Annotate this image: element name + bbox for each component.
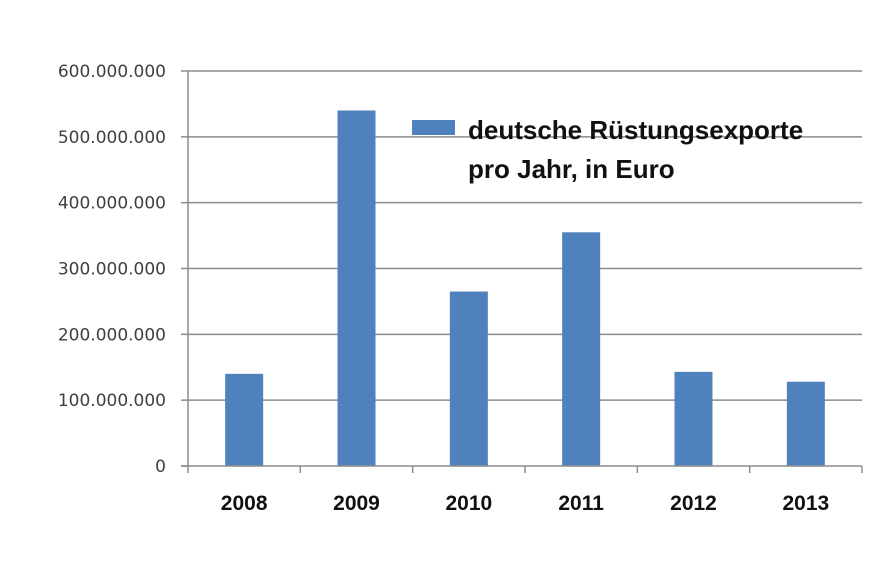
x-tick-label: 2008 (221, 492, 268, 515)
y-tick-label: 600.000.000 (58, 62, 166, 82)
x-tick-label: 2009 (333, 492, 380, 515)
bar-2010 (449, 291, 488, 466)
y-tick-label: 200.000.000 (58, 325, 166, 345)
bar-2008 (225, 373, 264, 466)
bar-2013 (786, 381, 825, 466)
y-tick-label: 400.000.000 (58, 194, 166, 214)
bars (225, 110, 825, 466)
y-axis: 0 100.000.000 200.000.000 300.000.000 400.00… (58, 62, 189, 477)
x-tick-label: 2010 (445, 492, 492, 515)
bar-2011 (562, 232, 601, 466)
y-tick-label: 100.000.000 (58, 391, 166, 411)
legend-label-line-2: pro Jahr, in Euro (468, 154, 675, 184)
y-tick-label: 300.000.000 (58, 260, 166, 280)
bar-2012 (674, 371, 713, 466)
x-tick-label: 2012 (670, 492, 717, 515)
x-axis: 2008 2009 2010 2011 2012 2013 (181, 465, 863, 515)
legend-label-line-1: deutsche Rüstungsexporte (468, 115, 803, 145)
legend-swatch (412, 120, 455, 135)
gridlines (188, 70, 862, 401)
y-tick-label: 500.000.000 (58, 128, 166, 148)
bar-2009 (337, 110, 376, 466)
x-tick-label: 2013 (782, 492, 829, 515)
x-tick-label: 2011 (558, 492, 604, 515)
y-tick-label: 0 (155, 457, 166, 477)
legend: deutsche Rüstungsexporte pro Jahr, in Eu… (412, 115, 803, 184)
